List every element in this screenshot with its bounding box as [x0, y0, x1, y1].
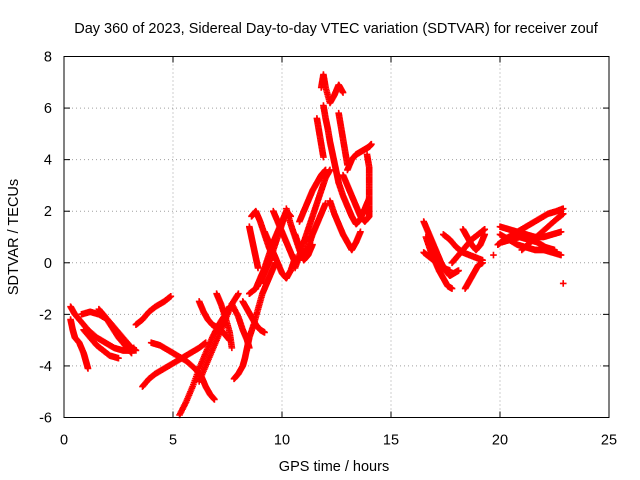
y-tick-label: -6	[39, 411, 52, 427]
x-tick-label: 25	[601, 433, 617, 449]
data-point	[551, 246, 558, 254]
y-tick-label: -2	[39, 307, 52, 323]
data-point	[254, 264, 262, 272]
x-tick-label: 10	[274, 433, 290, 449]
x-tick-labels: 0 5 10 15 20 25	[60, 433, 617, 449]
data-point	[365, 213, 373, 220]
data-point	[115, 354, 122, 362]
y-tick-label: 2	[44, 204, 52, 220]
data-point	[357, 228, 364, 236]
data-point	[481, 231, 489, 238]
y-tick-label: 8	[44, 50, 52, 66]
data-point	[261, 329, 268, 336]
data-point	[84, 365, 92, 372]
data-point	[235, 290, 242, 298]
x-tick-label: 5	[169, 433, 177, 449]
axis-ticks	[63, 56, 610, 418]
y-tick-label: 0	[44, 256, 52, 272]
data-point	[228, 344, 236, 352]
data-point	[167, 293, 175, 300]
plot-frame	[63, 56, 610, 418]
data-point	[128, 349, 135, 357]
data-point	[211, 396, 218, 403]
data-point	[557, 251, 565, 259]
data-point	[490, 251, 497, 259]
data-point	[446, 267, 454, 274]
data-point	[559, 210, 567, 218]
y-tick-labels: -6 -4 -2 0 2 4 6 8	[39, 50, 52, 427]
x-tick-label: 0	[60, 433, 68, 449]
data-point	[322, 166, 329, 174]
y-tick-label: 4	[44, 153, 52, 169]
data-point	[368, 140, 375, 148]
x-axis-label: GPS time / hours	[279, 459, 389, 475]
data-points	[67, 71, 567, 419]
data-point	[448, 285, 456, 292]
y-axis-label: SDTVAR / TECUs	[6, 179, 22, 295]
y-tick-label: 6	[44, 101, 52, 117]
x-tick-label: 15	[383, 433, 399, 449]
data-point	[559, 280, 567, 287]
data-point	[479, 259, 486, 267]
data-point	[339, 89, 347, 96]
chart-title: Day 360 of 2023, Sidereal Day-to-day VTE…	[74, 21, 599, 37]
data-point	[320, 153, 327, 161]
x-tick-label: 20	[492, 433, 508, 449]
data-point	[455, 267, 462, 274]
data-point	[557, 228, 565, 236]
data-point	[132, 347, 140, 354]
y-tick-label: -4	[39, 359, 52, 375]
